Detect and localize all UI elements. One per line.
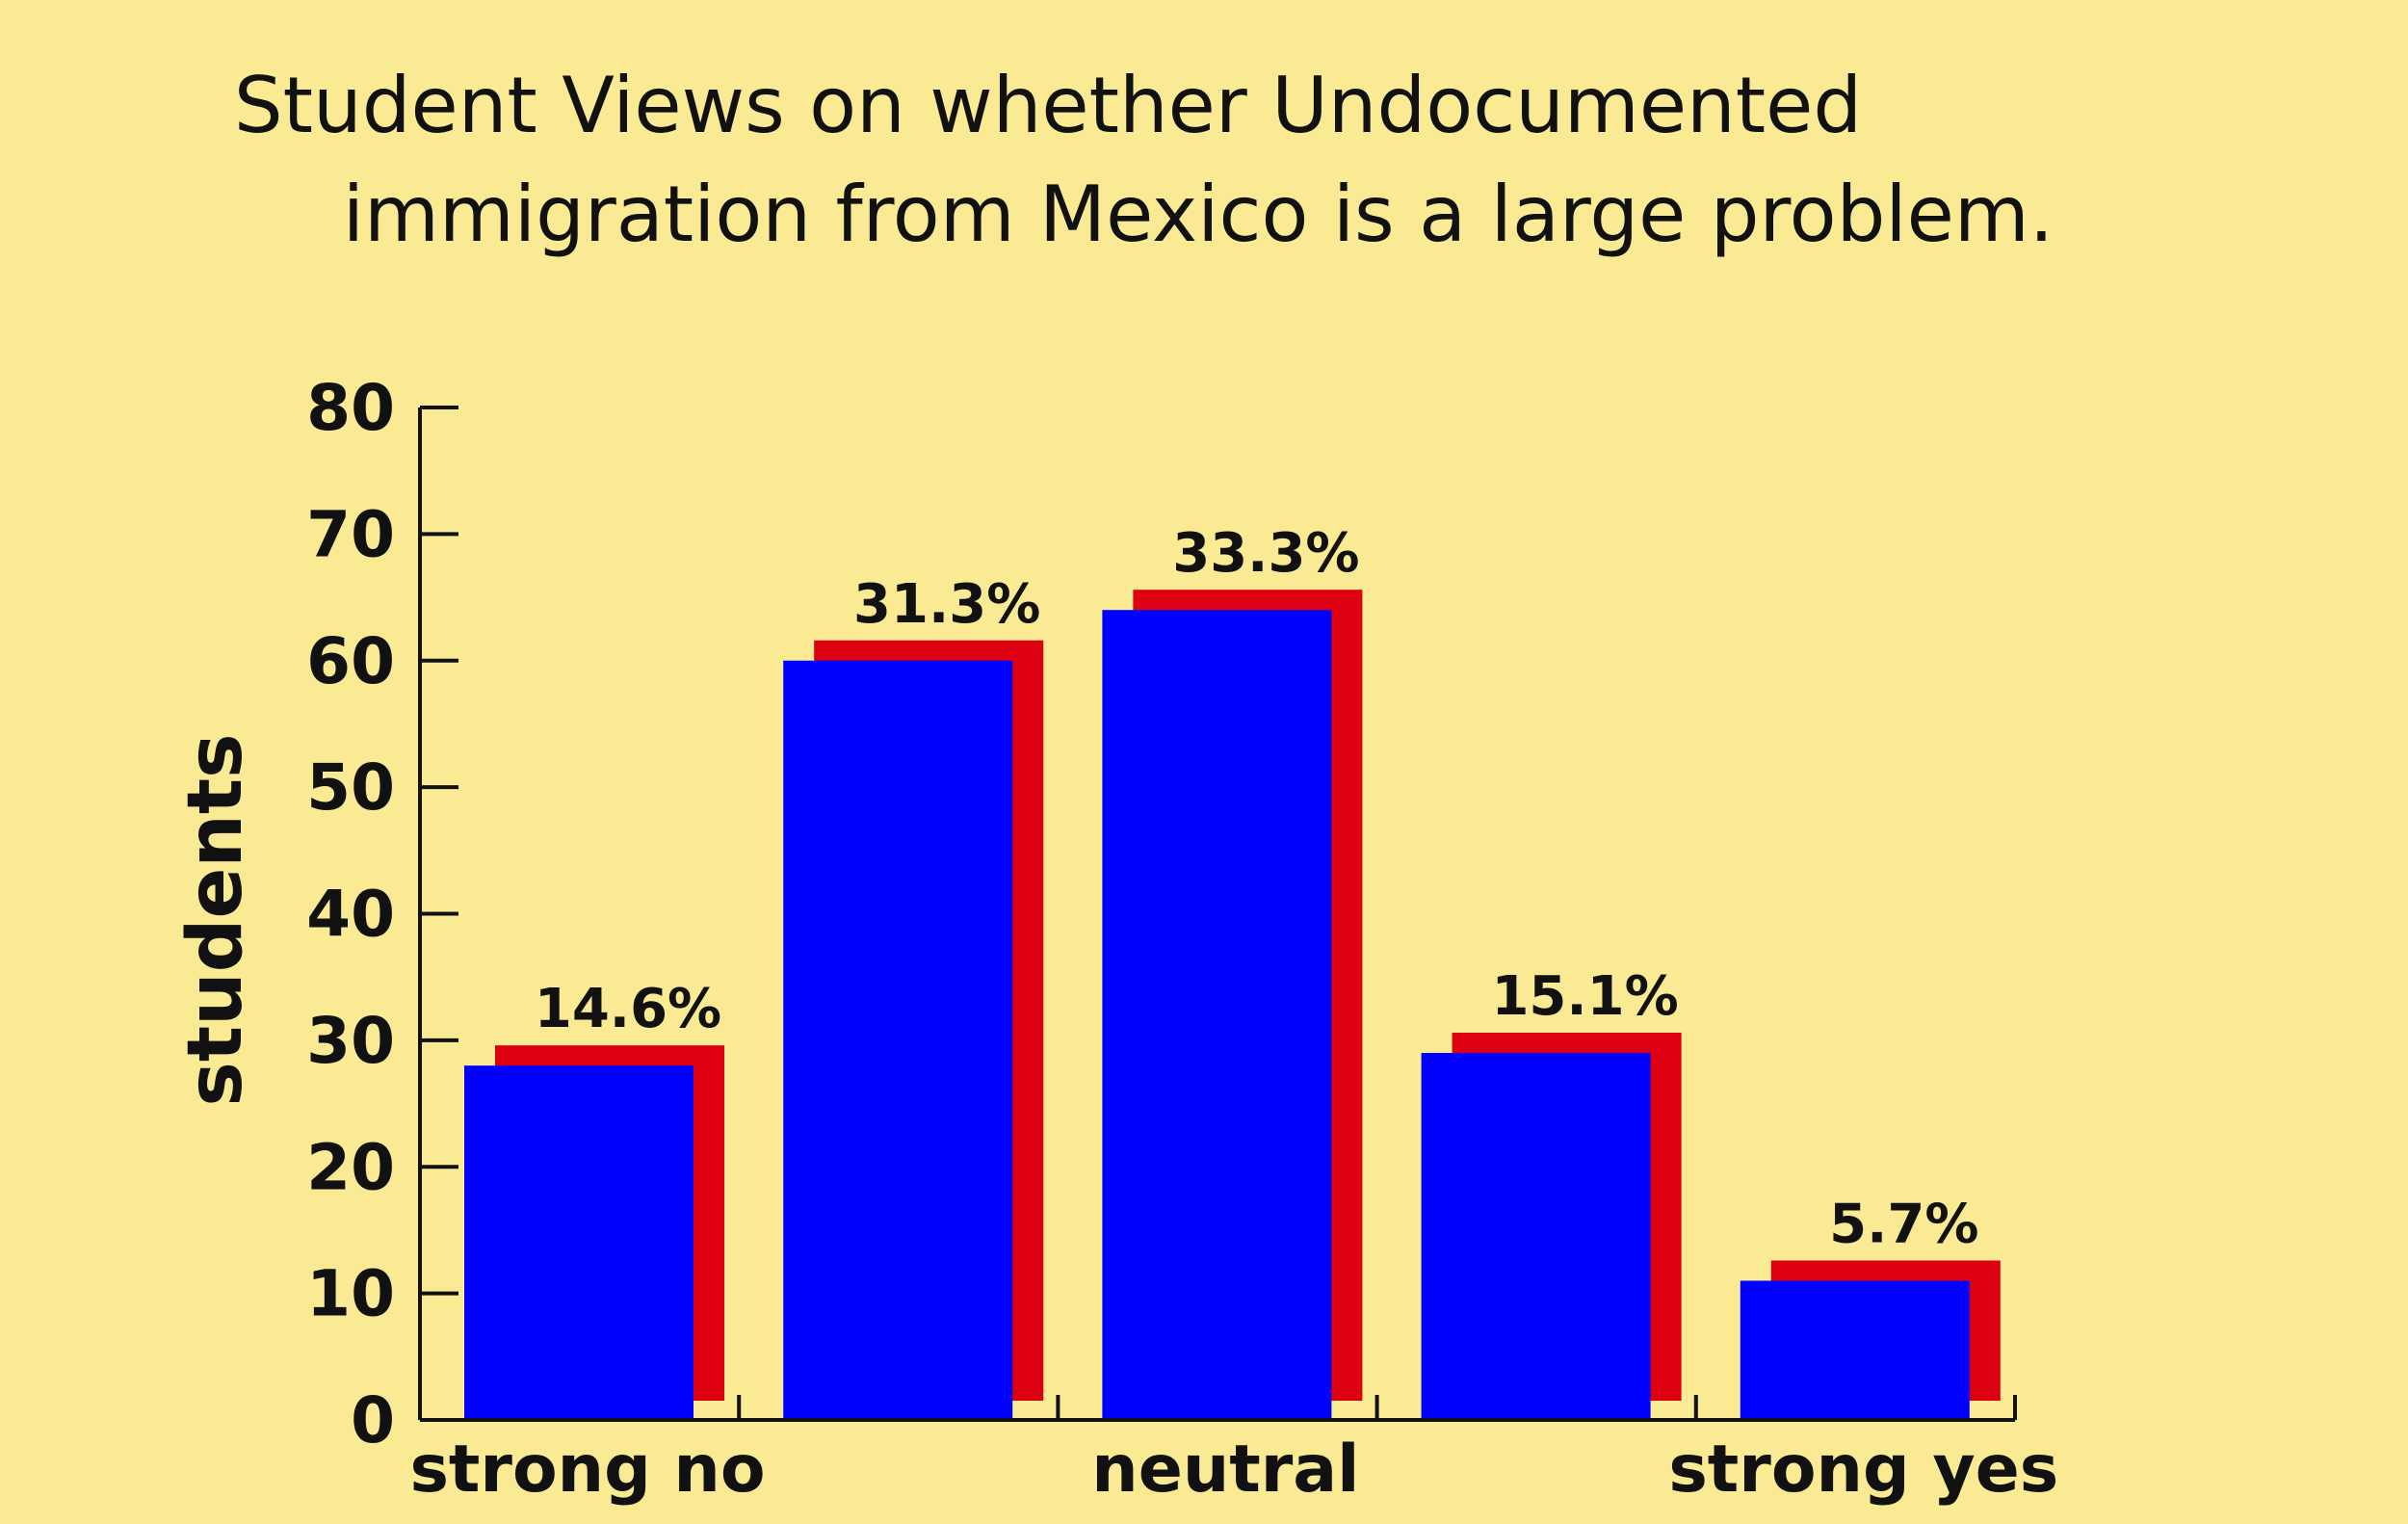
y-tick-label: 60	[306, 624, 395, 698]
x-axis-ticks: strong no neutral strong yes	[409, 1395, 2058, 1508]
data-label: 15.1%	[1491, 965, 1678, 1028]
chart-title: Student Views on whether Undocumented im…	[234, 61, 2054, 259]
y-tick-label: 40	[306, 878, 395, 952]
data-label: 31.3%	[853, 573, 1040, 636]
y-tick-label: 80	[306, 371, 395, 445]
bar	[783, 660, 1013, 1420]
y-tick-label: 50	[306, 750, 395, 825]
y-axis-label: students	[172, 733, 259, 1106]
bar	[464, 1065, 694, 1420]
y-tick-label: 0	[351, 1383, 395, 1458]
x-category-label: strong no	[409, 1432, 765, 1508]
y-tick-label: 10	[306, 1257, 395, 1331]
y-tick-label: 20	[306, 1130, 395, 1204]
bar	[1102, 610, 1332, 1420]
bar	[1421, 1053, 1651, 1420]
data-label: 33.3%	[1172, 522, 1359, 585]
bars	[464, 590, 2001, 1420]
chart-title-line-2: immigration from Mexico is a large probl…	[343, 170, 2054, 259]
data-label: 5.7%	[1829, 1193, 1978, 1255]
x-category-label: neutral	[1091, 1432, 1359, 1508]
y-axis-ticks: 0 10 20 30 40 50 60 70 80	[306, 371, 458, 1458]
data-label: 14.6%	[535, 978, 721, 1040]
y-tick-label: 30	[306, 1004, 395, 1078]
x-category-label: strong yes	[1668, 1432, 2058, 1508]
y-tick-label: 70	[306, 497, 395, 571]
axes	[418, 407, 2015, 1422]
chart-title-line-1: Student Views on whether Undocumented	[234, 61, 1862, 150]
data-labels: 14.6% 31.3% 33.3% 15.1% 5.7%	[535, 522, 1979, 1255]
bar	[1740, 1280, 1970, 1420]
